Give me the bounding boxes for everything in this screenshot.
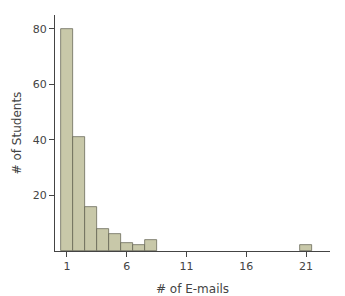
svg-text:1: 1 xyxy=(63,260,70,273)
svg-text:16: 16 xyxy=(239,260,253,273)
svg-text:40: 40 xyxy=(33,134,47,147)
svg-text:# of E-mails: # of E-mails xyxy=(156,282,229,296)
svg-text:60: 60 xyxy=(33,78,47,91)
svg-text:# of Students: # of Students xyxy=(10,92,24,175)
svg-text:21: 21 xyxy=(299,260,313,273)
svg-text:6: 6 xyxy=(123,260,130,273)
svg-text:11: 11 xyxy=(180,260,194,273)
svg-text:80: 80 xyxy=(33,23,47,36)
svg-text:20: 20 xyxy=(33,189,47,202)
